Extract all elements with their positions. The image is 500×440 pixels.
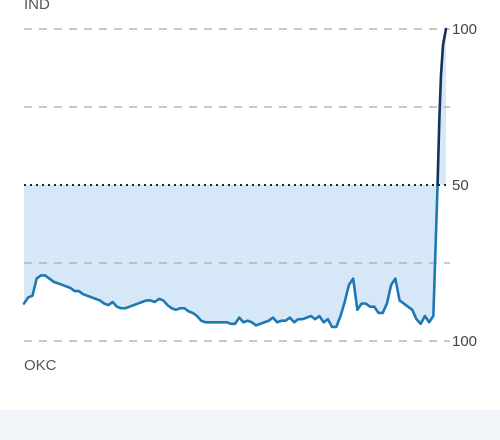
y-tick-labels: 100 50 100 [452, 21, 477, 350]
probability-line-layer [22, 27, 448, 329]
probability-line-bottom-team [22, 183, 439, 329]
probability-line-top-team [436, 27, 448, 187]
probability-fill-layer [24, 29, 446, 327]
y-tick-label-0: 100 [452, 333, 477, 350]
footer-band [0, 410, 500, 440]
bottom-team-label: OKC [24, 357, 57, 374]
y-tick-label-50: 50 [452, 177, 469, 194]
gridlines [24, 28, 450, 342]
top-team-label: IND [24, 0, 50, 13]
probability-area-fill [24, 29, 446, 327]
y-tick-label-100: 100 [452, 21, 477, 38]
